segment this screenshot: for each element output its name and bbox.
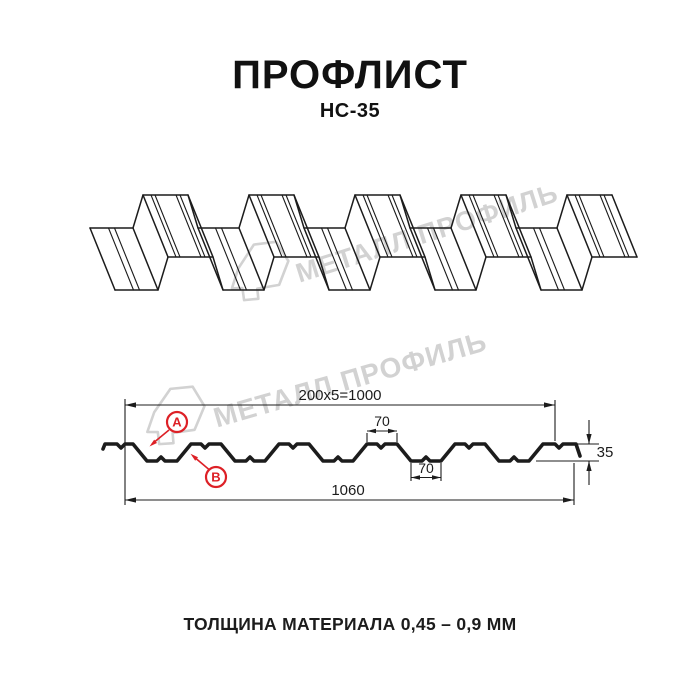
dimension-arrowheads	[125, 402, 592, 503]
dimension-lines	[124, 399, 599, 505]
cross-section-drawing: 200x5=1000 70 70 1060 35 A B	[101, 387, 614, 505]
sheet-3d-lines	[89, 194, 638, 291]
watermark-lower: МЕТАЛЛ ПРОФИЛЬ	[146, 326, 491, 446]
dim-crest-width-label: 70	[374, 413, 390, 429]
dim-height-label: 35	[597, 444, 614, 461]
callout-b: B	[190, 453, 228, 489]
watermark-upper: МЕТАЛЛ ПРОФИЛЬ	[230, 178, 562, 302]
material-thickness-note: ТОЛЩИНА МАТЕРИАЛА 0,45 – 0,9 ММ	[183, 614, 517, 634]
callout-b-label: B	[211, 470, 220, 485]
dim-overall-width-label: 1060	[331, 482, 364, 499]
sheet-3d-lines	[107, 194, 630, 291]
brand-logo-icon	[146, 385, 206, 446]
dim-trough-width-label: 70	[418, 460, 434, 476]
profile-model-subtitle: НС-35	[319, 100, 381, 122]
page-title: ПРОФЛИСТ	[232, 53, 468, 97]
profiled-sheet-3d-drawing	[89, 194, 638, 291]
callout-a-label: A	[172, 415, 182, 430]
watermark-text: МЕТАЛЛ ПРОФИЛЬ	[210, 326, 491, 434]
callout-a: A	[149, 410, 189, 447]
sheet-3d-lines	[89, 194, 638, 291]
dim-pitch-label: 200x5=1000	[299, 387, 382, 404]
profile-outline	[101, 442, 582, 463]
